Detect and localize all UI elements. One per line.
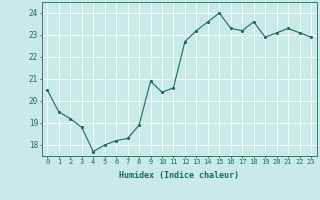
X-axis label: Humidex (Indice chaleur): Humidex (Indice chaleur)	[119, 171, 239, 180]
